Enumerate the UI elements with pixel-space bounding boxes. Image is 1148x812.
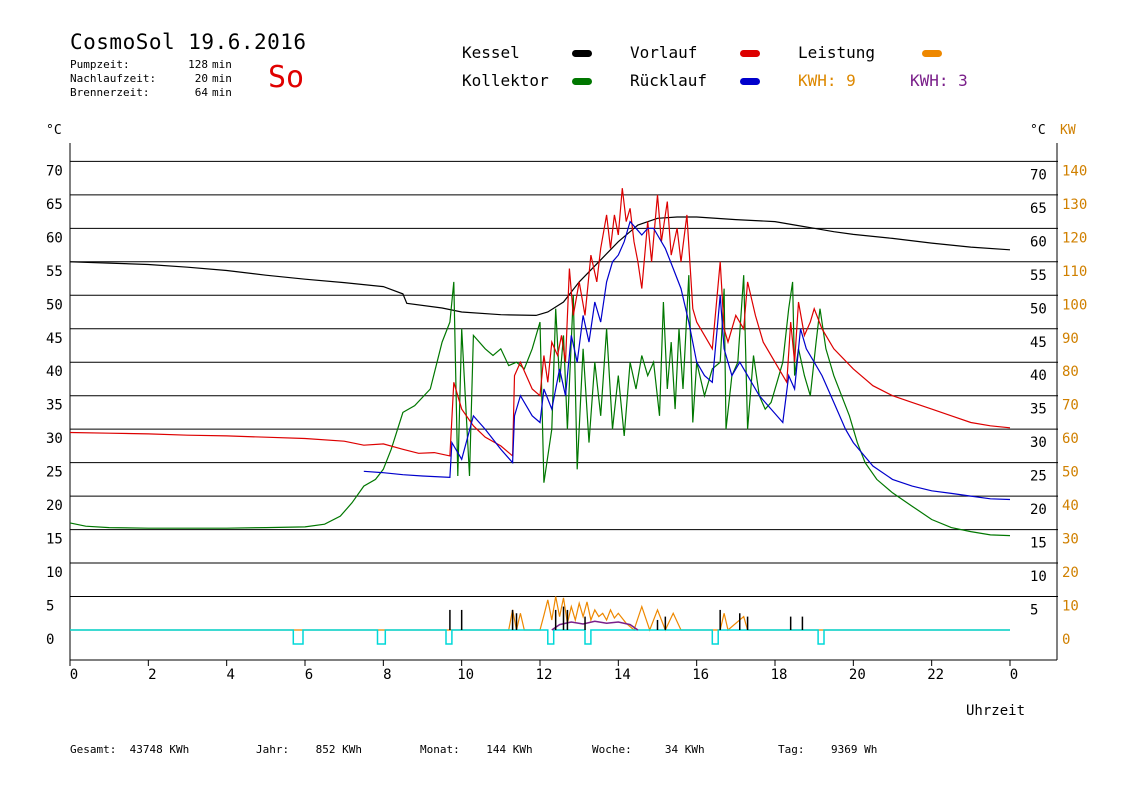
legend-kwh-1: KWH: 9 (798, 71, 856, 90)
legend-vorlauf-swatch (740, 50, 760, 57)
grid-lines (70, 160, 1058, 598)
legend-leistung-swatch (922, 50, 942, 57)
x-tick-5: 10 (457, 667, 474, 683)
footer-jahr: Jahr: 852 KWh (256, 743, 362, 756)
x-tick-3: 6 (305, 667, 313, 683)
y-tick-left-70: 70 (46, 163, 63, 179)
x-tick-4: 8 (383, 667, 391, 683)
y-tick-kw-40: 40 (1062, 498, 1079, 514)
legend-vorlauf: Vorlauf (630, 43, 760, 62)
y-axis-label-kw: KW (1060, 123, 1076, 138)
y-tick-right-70: 70 (1030, 167, 1047, 183)
y-tick-right-20: 20 (1030, 502, 1047, 518)
y-tick-left-30: 30 (46, 431, 63, 447)
y-tick-left-25: 25 (46, 465, 63, 481)
y-tick-left-50: 50 (46, 297, 63, 313)
y-tick-kw-80: 80 (1062, 364, 1079, 380)
legend-ruecklauf: Rücklauf (630, 71, 760, 90)
y-tick-kw-30: 30 (1062, 532, 1079, 548)
legend-kwh-2: KWH: 3 (910, 71, 968, 90)
series-pumpe (70, 629, 1010, 645)
y-tick-left-0: 0 (46, 632, 54, 648)
series-vorlauf (69, 188, 1011, 458)
legend-kessel: Kessel (462, 43, 592, 62)
y-tick-right-35: 35 (1030, 402, 1047, 418)
y-axis-label-left: °C (46, 123, 62, 138)
y-tick-left-45: 45 (46, 331, 63, 347)
series-layer (69, 188, 1011, 645)
series-leistung (70, 596, 1010, 632)
legend-ruecklauf-swatch (740, 78, 760, 85)
y-tick-left-60: 60 (46, 230, 63, 246)
y-tick-right-45: 45 (1030, 335, 1047, 351)
y-tick-left-10: 10 (46, 565, 63, 581)
stat-nachlaufzeit: Nachlaufzeit: 20 min (70, 72, 232, 85)
y-tick-left-40: 40 (46, 364, 63, 380)
y-tick-kw-20: 20 (1062, 565, 1079, 581)
y-tick-right-40: 40 (1030, 368, 1047, 384)
x-tick-8: 16 (692, 667, 709, 683)
footer-woche: Woche: 34 KWh (592, 743, 705, 756)
footer-monat: Monat: 144 KWh (420, 743, 533, 756)
legend-leistung: Leistung (798, 43, 942, 62)
y-tick-right-50: 50 (1030, 301, 1047, 317)
x-tick-10: 20 (849, 667, 866, 683)
y-tick-left-5: 5 (46, 599, 54, 615)
y-tick-left-20: 20 (46, 498, 63, 514)
x-tick-11: 22 (927, 667, 944, 683)
y-axis-label-right: °C (1030, 123, 1046, 138)
y-tick-right-55: 55 (1030, 268, 1047, 284)
y-tick-right-10: 10 (1030, 569, 1047, 585)
y-tick-right-65: 65 (1030, 201, 1047, 217)
x-tick-2: 4 (226, 667, 234, 683)
footer-tag: Tag: 9369 Wh (778, 743, 878, 756)
series-kessel (69, 216, 1011, 317)
footer-gesamt: Gesamt: 43748 KWh (70, 743, 190, 756)
series-kollektor (69, 275, 1011, 537)
y-tick-kw-110: 110 (1062, 264, 1087, 280)
x-tick-12: 0 (1010, 667, 1018, 683)
legend-kollektor-swatch (572, 78, 592, 85)
y-tick-kw-120: 120 (1062, 230, 1087, 246)
legend-kessel-swatch (572, 50, 592, 57)
y-tick-kw-130: 130 (1062, 197, 1087, 213)
y-tick-kw-50: 50 (1062, 465, 1079, 481)
y-tick-kw-0: 0 (1062, 632, 1070, 648)
axes (69, 143, 1058, 666)
y-tick-right-25: 25 (1030, 469, 1047, 485)
y-tick-kw-140: 140 (1062, 163, 1087, 179)
weekday-label: So (268, 60, 305, 95)
x-axis-label: Uhrzeit (966, 703, 1025, 719)
y-tick-kw-10: 10 (1062, 599, 1079, 615)
x-tick-0: 0 (70, 667, 78, 683)
series-ruecklauf (363, 220, 1011, 501)
x-tick-6: 12 (536, 667, 553, 683)
y-tick-left-55: 55 (46, 264, 63, 280)
y-tick-right-30: 30 (1030, 435, 1047, 451)
y-tick-kw-100: 100 (1062, 297, 1087, 313)
y-tick-right-5: 5 (1030, 603, 1038, 619)
y-tick-left-65: 65 (46, 197, 63, 213)
x-tick-7: 14 (614, 667, 631, 683)
legend-kollektor: Kollektor (462, 71, 592, 90)
y-tick-left-15: 15 (46, 532, 63, 548)
y-tick-kw-70: 70 (1062, 398, 1079, 414)
y-tick-left-35: 35 (46, 398, 63, 414)
chart-title: CosmoSol 19.6.2016 (70, 30, 307, 54)
y-tick-right-60: 60 (1030, 234, 1047, 250)
y-tick-right-15: 15 (1030, 536, 1047, 552)
stats-block: Pumpzeit: 128 min Nachlaufzeit: 20 min B… (70, 58, 232, 100)
x-tick-1: 2 (148, 667, 156, 683)
stat-brennerzeit: Brennerzeit: 64 min (70, 86, 232, 99)
y-tick-kw-60: 60 (1062, 431, 1079, 447)
y-tick-kw-90: 90 (1062, 331, 1079, 347)
x-tick-9: 18 (771, 667, 788, 683)
stat-pumpzeit: Pumpzeit: 128 min (70, 58, 232, 71)
